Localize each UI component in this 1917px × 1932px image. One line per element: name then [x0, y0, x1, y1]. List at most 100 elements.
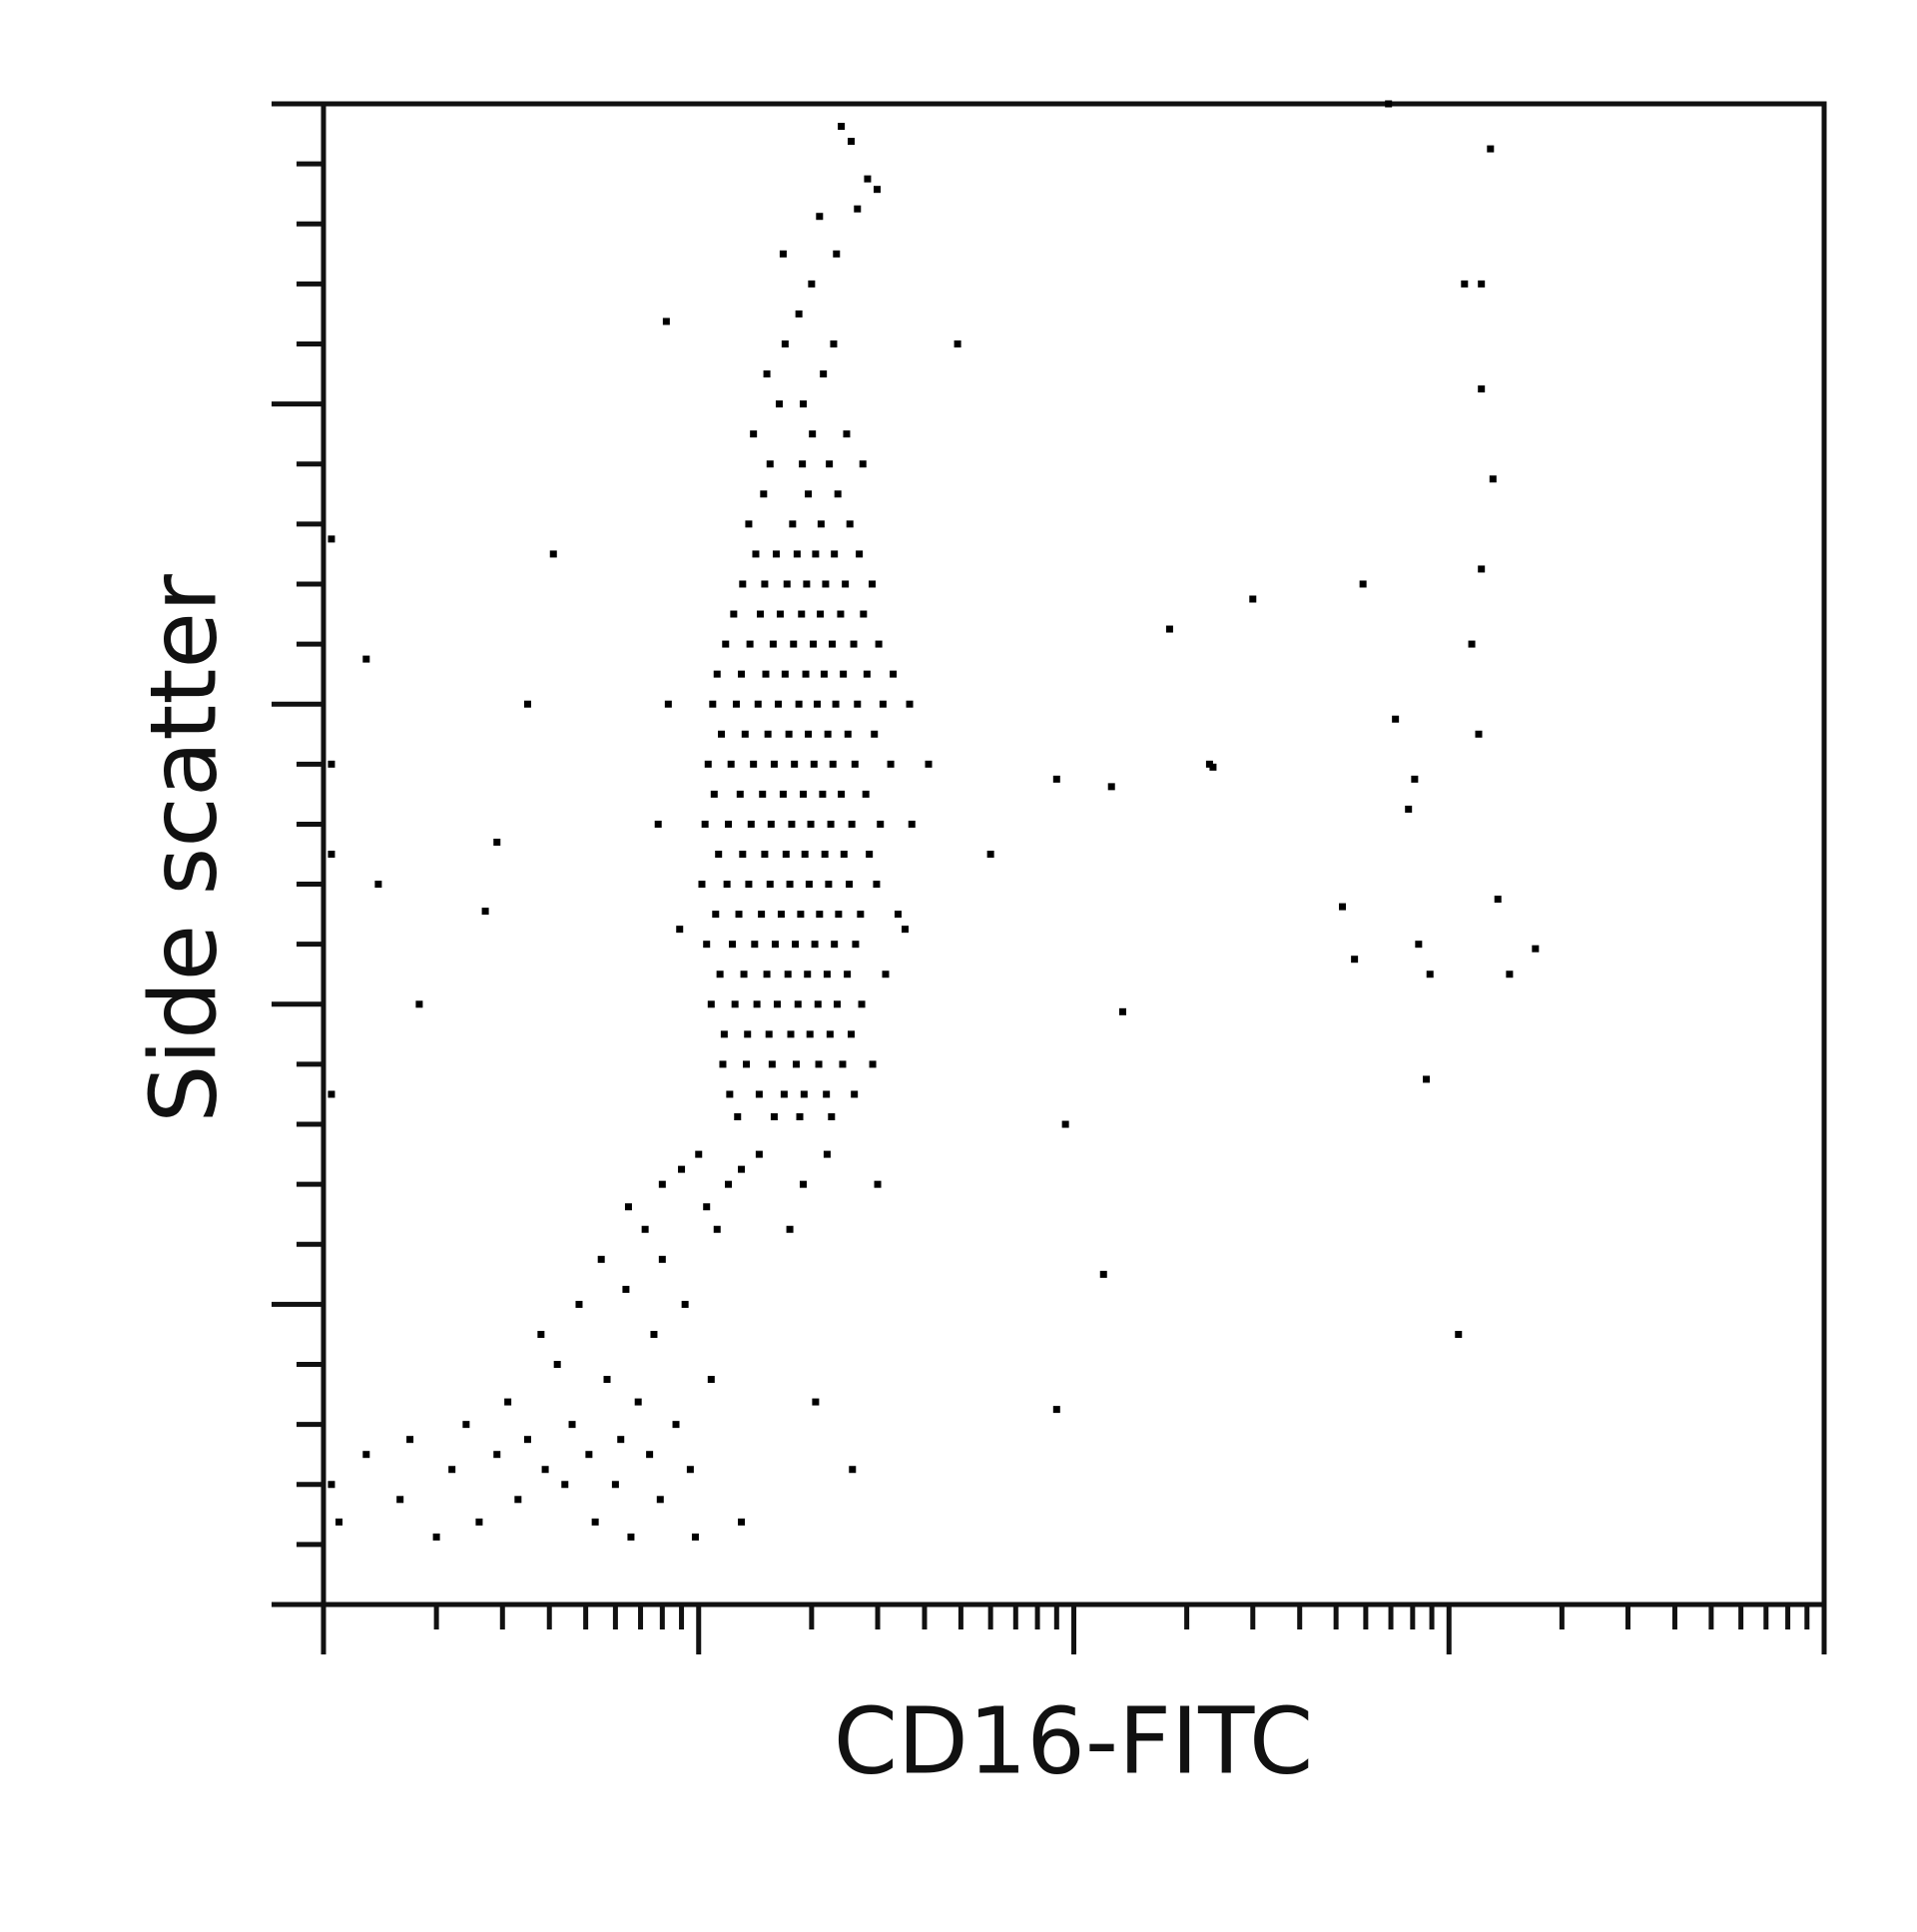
- dot: [1461, 280, 1469, 288]
- dot: [765, 1030, 773, 1038]
- dot: [795, 700, 803, 708]
- dot: [763, 970, 771, 978]
- dot: [672, 1421, 680, 1429]
- dot: [731, 1000, 739, 1008]
- dot: [746, 640, 754, 648]
- dot: [327, 851, 335, 858]
- dot: [846, 520, 854, 528]
- dot: [807, 820, 815, 828]
- dot: [825, 881, 833, 889]
- dot: [800, 1090, 808, 1098]
- dot: [335, 1518, 343, 1526]
- dot: [809, 640, 817, 648]
- dot: [624, 1203, 632, 1211]
- dot: [1506, 970, 1514, 978]
- dot: [831, 941, 839, 949]
- dot: [770, 760, 778, 768]
- dot: [877, 820, 885, 828]
- dot: [611, 1481, 619, 1489]
- dot: [712, 911, 720, 919]
- dot: [802, 670, 810, 678]
- dot: [739, 580, 747, 588]
- dot: [856, 550, 864, 558]
- dot: [493, 838, 501, 846]
- dot: [873, 186, 881, 194]
- dot: [779, 250, 787, 258]
- dot: [1478, 565, 1486, 573]
- dot: [1061, 1120, 1069, 1128]
- dot: [770, 1113, 778, 1121]
- dot: [753, 1000, 761, 1008]
- dot: [879, 700, 887, 708]
- dot: [806, 1030, 814, 1038]
- dot: [1411, 775, 1419, 783]
- dot: [840, 851, 848, 858]
- dot: [707, 1376, 715, 1384]
- dot: [803, 580, 811, 588]
- dot: [1052, 775, 1060, 783]
- dot: [1107, 783, 1115, 791]
- dot: [747, 820, 755, 828]
- dot: [1478, 280, 1486, 288]
- dot: [553, 1361, 561, 1369]
- dot: [793, 550, 801, 558]
- dot: [646, 1451, 654, 1459]
- dot: [925, 760, 933, 768]
- dot: [805, 730, 813, 738]
- dot: [713, 1225, 721, 1233]
- dot: [1415, 941, 1423, 949]
- dot: [773, 1000, 781, 1008]
- dot: [812, 1398, 820, 1406]
- dot: [641, 1225, 649, 1233]
- dot: [869, 1060, 877, 1068]
- dot: [1487, 145, 1495, 153]
- dot: [374, 881, 382, 889]
- dot: [739, 851, 747, 858]
- dot: [741, 730, 749, 738]
- dot: [327, 1090, 335, 1098]
- dot: [713, 670, 721, 678]
- dot: [541, 1466, 549, 1474]
- dot: [780, 1090, 788, 1098]
- dot: [738, 1518, 746, 1526]
- dot: [834, 490, 842, 498]
- dot: [821, 851, 829, 858]
- dot: [1249, 595, 1257, 603]
- dot: [851, 1090, 859, 1098]
- dot: [716, 970, 724, 978]
- dot: [537, 1330, 545, 1338]
- dot: [703, 941, 711, 949]
- dot: [868, 580, 876, 588]
- dot: [774, 700, 782, 708]
- dot: [1118, 1007, 1126, 1015]
- dot: [849, 1466, 857, 1474]
- dot: [829, 640, 837, 648]
- dot: [814, 1000, 822, 1008]
- dot: [838, 790, 846, 798]
- dot: [782, 851, 790, 858]
- dot: [777, 911, 785, 919]
- dot: [766, 460, 774, 468]
- dot: [1455, 1330, 1463, 1338]
- dot: [799, 1180, 807, 1188]
- dot: [1392, 715, 1400, 723]
- dot: [750, 430, 758, 438]
- dot: [1468, 640, 1476, 648]
- dot: [698, 881, 706, 889]
- dot: [654, 820, 662, 828]
- dot: [858, 1000, 866, 1008]
- x-axis-title: CD16-FITC: [834, 1687, 1313, 1794]
- dot: [840, 670, 848, 678]
- dot: [812, 550, 820, 558]
- dot: [720, 1030, 728, 1038]
- dot: [810, 760, 818, 768]
- dot: [816, 213, 824, 221]
- dot: [745, 520, 753, 528]
- dot: [819, 790, 827, 798]
- dot: [758, 911, 766, 919]
- dot: [1099, 1270, 1107, 1278]
- dot: [481, 908, 489, 916]
- dot: [597, 1255, 605, 1263]
- dot: [725, 820, 733, 828]
- dot: [854, 700, 862, 708]
